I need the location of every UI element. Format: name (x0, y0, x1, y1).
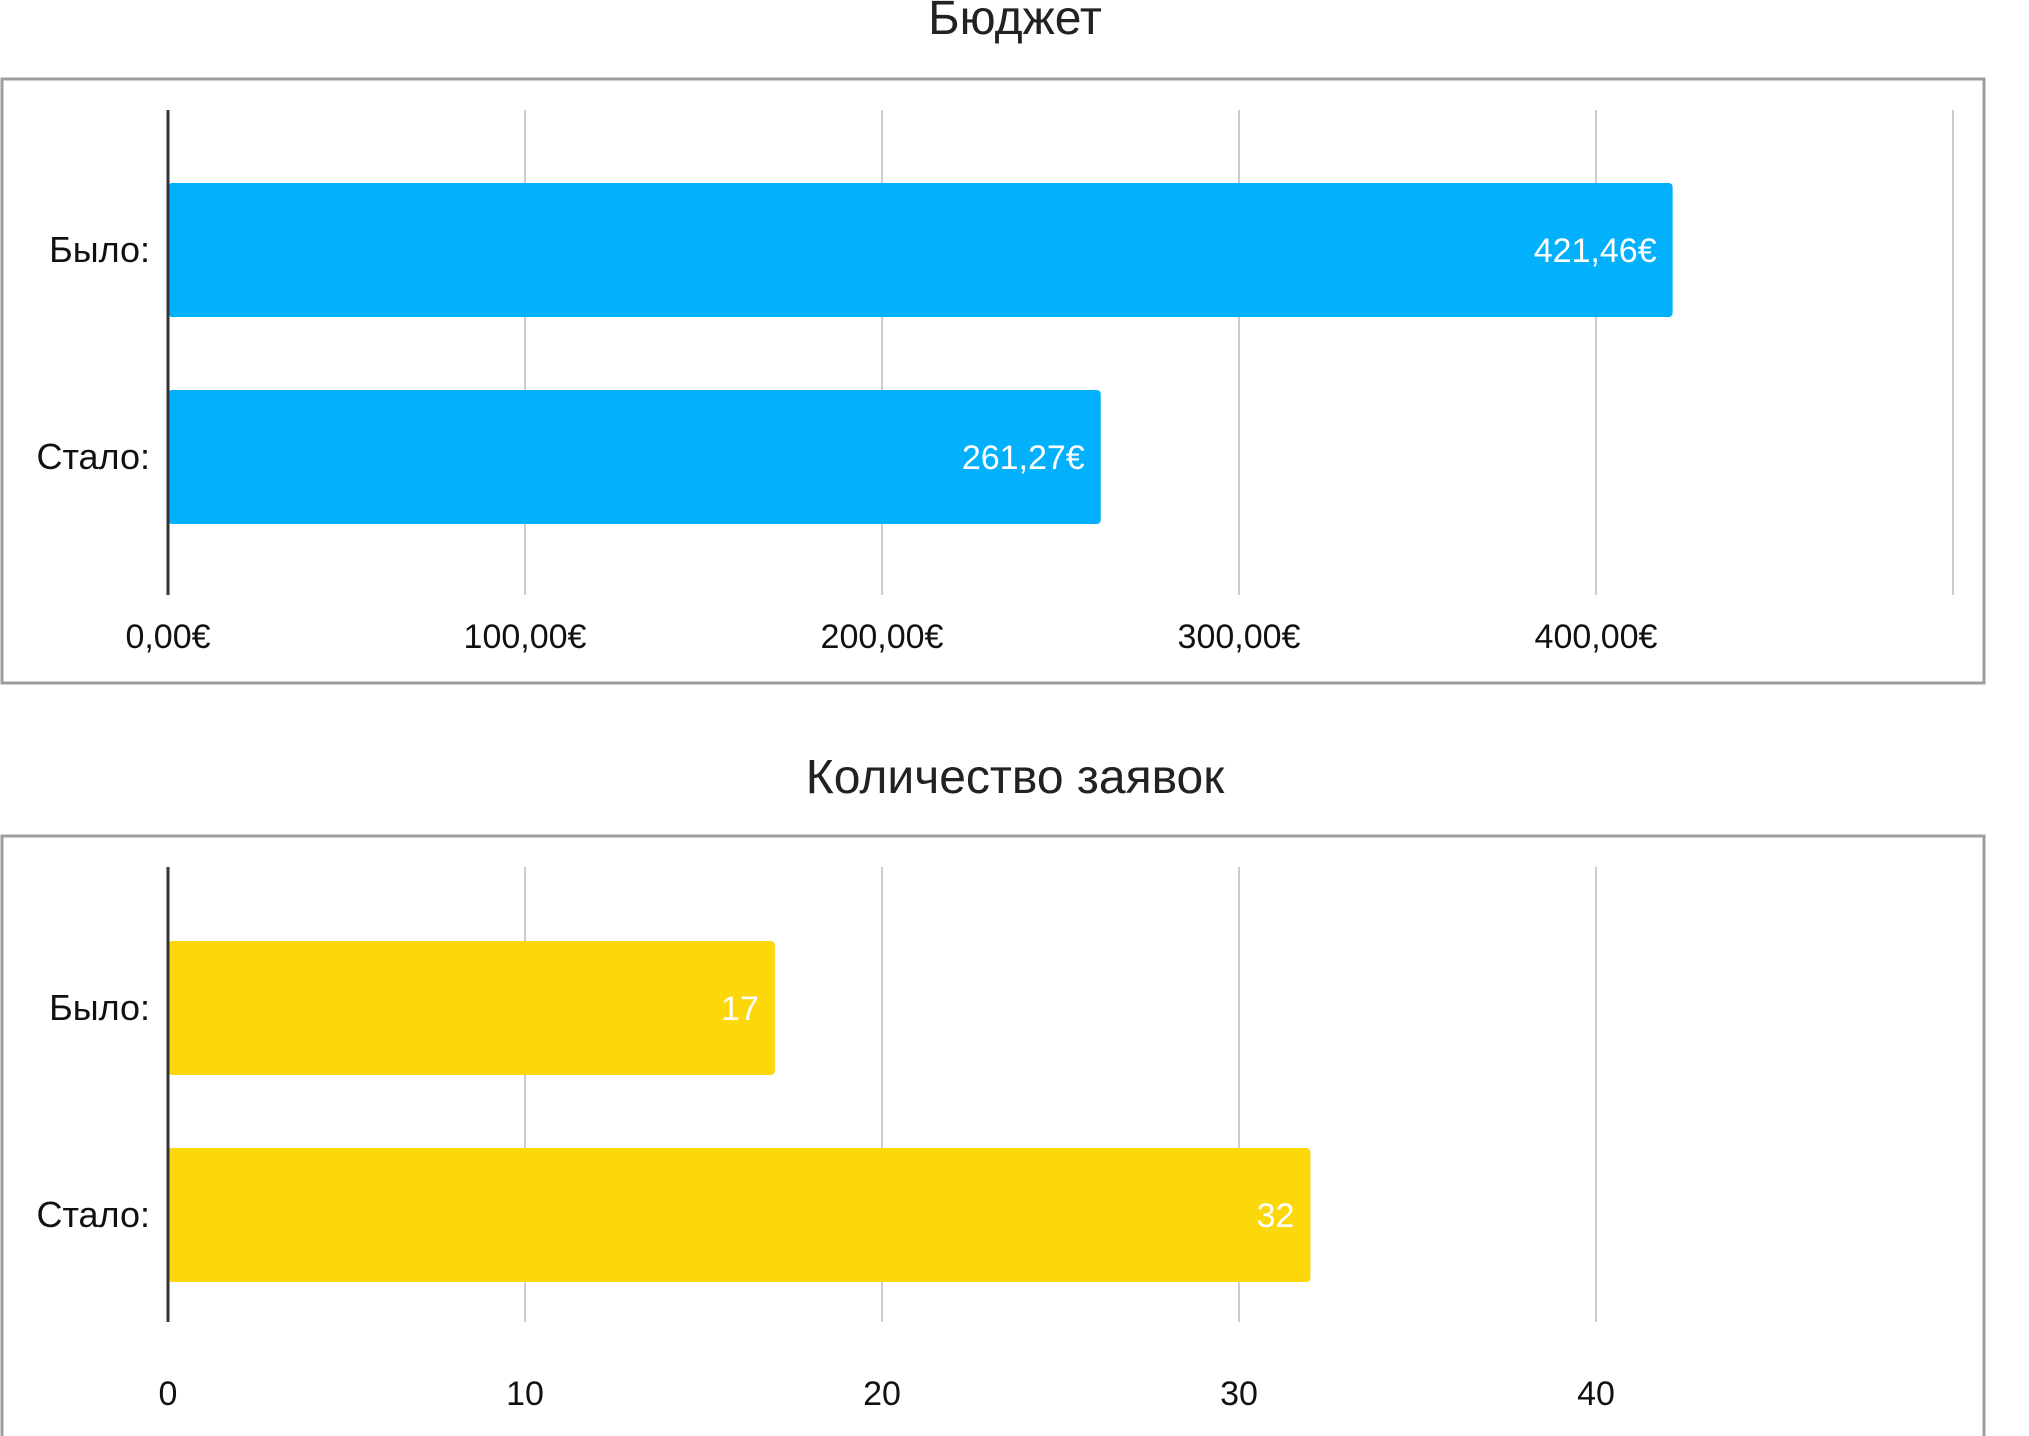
bar-data-label: 32 (1257, 1197, 1295, 1235)
chart-title: Бюджет (928, 0, 1102, 45)
bar-data-label: 421,46€ (1534, 232, 1657, 270)
applications-count-chart: Количество заявок 0 10 20 30 40 17 Было: 32 Стало… (0, 751, 1986, 1436)
chart-title: Количество заявок (806, 751, 1225, 804)
x-tick-label: 200,00€ (821, 618, 944, 656)
chart-frame (0, 77, 1986, 685)
x-tick-label: 100,00€ (464, 618, 587, 656)
category-label: Стало: (36, 1194, 150, 1235)
x-tick-label: 10 (506, 1375, 544, 1413)
bar (168, 390, 1101, 524)
x-tick-label: 400,00€ (1535, 618, 1658, 656)
x-tick-label: 30 (1220, 1375, 1258, 1413)
x-tick-label: 0,00€ (125, 618, 210, 656)
chart-frame (0, 834, 1986, 1436)
budget-chart: Бюджет 0,00€ 100,00€ 200,00€ 300,00€ 400,00€ 4… (0, 0, 1986, 685)
category-label: Стало: (36, 436, 150, 477)
category-label: Было: (49, 987, 150, 1028)
x-tick-label: 0 (159, 1375, 178, 1413)
bar-data-label: 17 (721, 990, 759, 1028)
category-label: Было: (49, 229, 150, 270)
bar (168, 183, 1673, 317)
bar (168, 1148, 1311, 1282)
bar (168, 941, 775, 1075)
x-tick-label: 40 (1577, 1375, 1615, 1413)
x-tick-label: 20 (863, 1375, 901, 1413)
x-tick-label: 300,00€ (1178, 618, 1301, 656)
bar-data-label: 261,27€ (962, 439, 1085, 477)
